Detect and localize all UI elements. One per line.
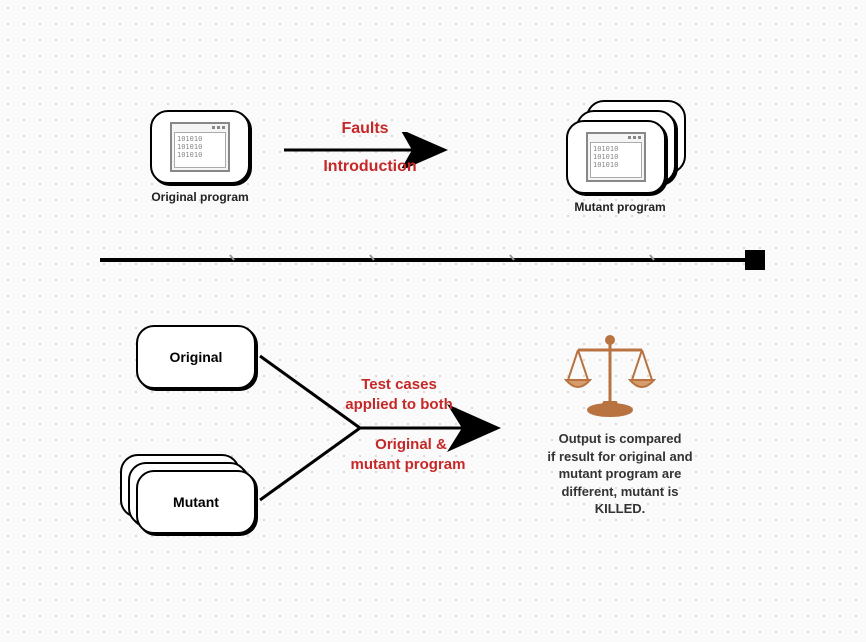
desc-line: if result for original and xyxy=(520,448,720,466)
desc-line: KILLED. xyxy=(520,500,720,518)
testcases-label-2: applied to both xyxy=(314,396,484,413)
scales-icon xyxy=(560,330,660,420)
desc-line: Output is compared xyxy=(520,430,720,448)
output-description: Output is compared if result for origina… xyxy=(520,430,720,518)
testcases-label-4: mutant program xyxy=(308,456,508,473)
testcases-label-1: Test cases xyxy=(314,376,484,393)
desc-line: different, mutant is xyxy=(520,483,720,501)
desc-line: mutant program are xyxy=(520,465,720,483)
converge-arrow xyxy=(0,0,866,642)
testcases-label-3: Original & xyxy=(326,436,496,453)
